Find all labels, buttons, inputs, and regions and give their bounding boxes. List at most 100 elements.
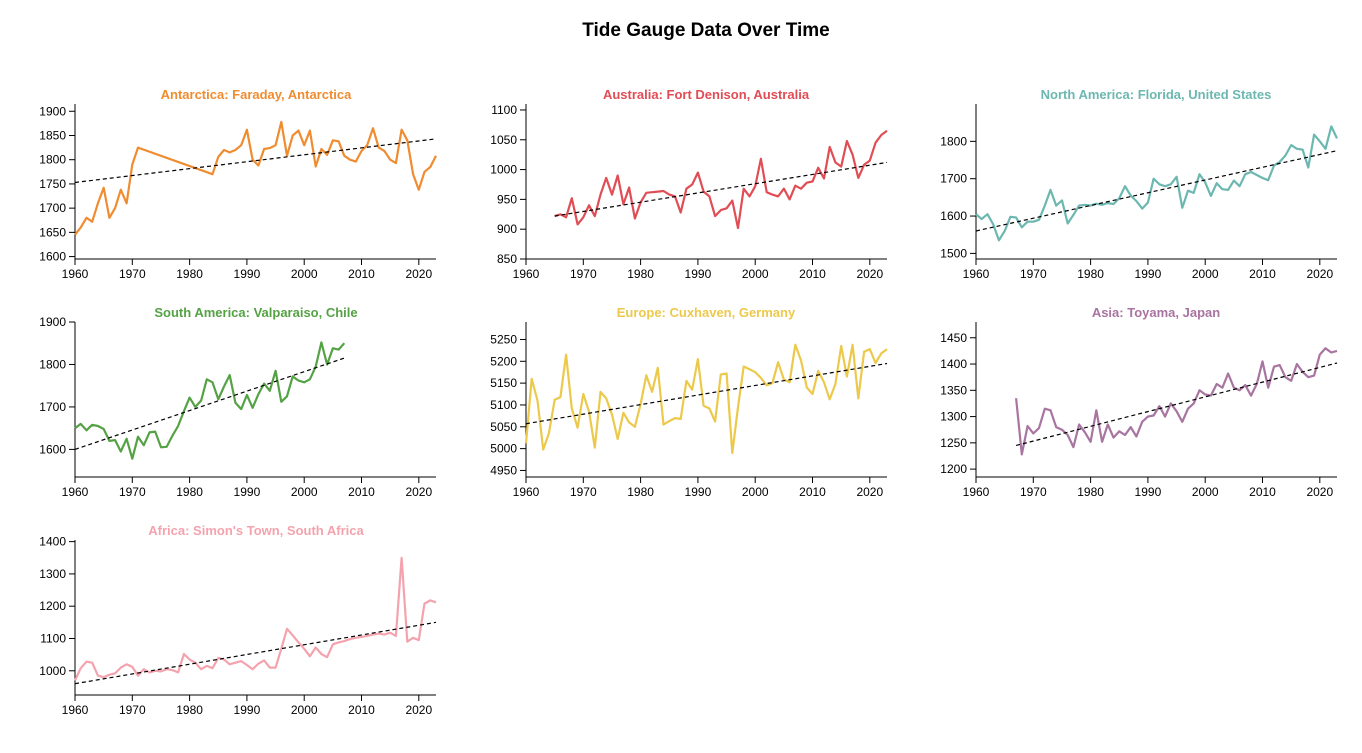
chart-panel-5: Asia: Toyama, Japan 1960 1970 1980 1990 2000 2…	[940, 305, 1338, 499]
x-tick-label: 2020	[1306, 485, 1333, 499]
y-tick-label: 1900	[39, 315, 66, 329]
y-tick-label: 1300	[940, 410, 967, 424]
x-tick-label: 2000	[1192, 267, 1219, 281]
y-tick-label: 1350	[940, 383, 967, 397]
trend-line	[554, 161, 888, 217]
y-tick-label: 1600	[39, 442, 66, 456]
y-tick-label: 1200	[940, 462, 967, 476]
y-tick-label: 1000	[490, 163, 517, 177]
x-tick-label: 2020	[405, 485, 432, 499]
x-tick-label: 1990	[234, 485, 261, 499]
chart-panel-0: Antarctica: Faraday, Antarctica 1960 1970 1…	[39, 87, 437, 281]
x-tick-label: 2020	[856, 485, 883, 499]
chart-title: Africa: Simon's Town, South Africa	[148, 523, 364, 538]
x-tick-label: 1990	[234, 267, 261, 281]
x-tick-label: 2000	[291, 267, 318, 281]
y-tick-label: 850	[497, 252, 517, 266]
x-tick-label: 2010	[799, 485, 826, 499]
trend-line	[1015, 362, 1338, 447]
x-tick-label: 1980	[627, 485, 654, 499]
y-tick-label: 1800	[39, 357, 66, 371]
x-tick-label: 2000	[291, 485, 318, 499]
page-title: Tide Gauge Data Over Time	[582, 20, 830, 41]
trend-line	[74, 621, 437, 685]
x-tick-label: 1970	[570, 267, 597, 281]
x-tick-label: 1970	[1020, 267, 1047, 281]
chart-title: Australia: Fort Denison, Australia	[603, 87, 810, 102]
series-line	[554, 129, 888, 230]
y-tick-label: 4950	[490, 463, 517, 477]
y-tick-label: 1650	[39, 225, 66, 239]
trend-line	[525, 362, 888, 425]
y-tick-label: 1300	[39, 567, 66, 581]
y-tick-label: 1750	[39, 177, 66, 191]
chart-title: South America: Valparaiso, Chile	[154, 305, 357, 320]
chart-panel-3: South America: Valparaiso, Chile 1960 1970…	[39, 305, 436, 499]
y-tick-label: 1400	[39, 535, 66, 549]
y-tick-label: 1200	[39, 599, 66, 613]
x-tick-label: 1990	[234, 703, 261, 717]
x-tick-label: 1980	[1077, 267, 1104, 281]
chart-title: Europe: Cuxhaven, Germany	[617, 305, 796, 320]
trend-line	[74, 357, 345, 450]
series-line	[74, 120, 437, 236]
chart-panel-4: Europe: Cuxhaven, Germany 1960 1970 1980 199…	[490, 305, 888, 499]
y-tick-label: 1700	[39, 400, 66, 414]
y-tick-label: 1600	[39, 250, 66, 264]
y-tick-label: 1900	[39, 104, 66, 118]
y-tick-label: 900	[497, 222, 517, 236]
x-tick-label: 2000	[742, 267, 769, 281]
y-tick-label: 1600	[940, 209, 967, 223]
trend-line	[975, 150, 1338, 232]
y-tick-label: 1400	[940, 357, 967, 371]
chart-title: Antarctica: Faraday, Antarctica	[161, 87, 353, 102]
series-line	[975, 125, 1338, 242]
y-tick-label: 1500	[940, 246, 967, 260]
x-tick-label: 2010	[1249, 267, 1276, 281]
chart-panel-1: Australia: Fort Denison, Australia 1960 19…	[490, 87, 888, 281]
y-tick-label: 1100	[491, 103, 517, 117]
y-tick-label: 1100	[40, 631, 66, 645]
y-tick-label: 1050	[490, 133, 517, 147]
x-tick-label: 2020	[856, 267, 883, 281]
x-tick-label: 1960	[62, 703, 89, 717]
x-tick-label: 1970	[1020, 485, 1047, 499]
x-tick-label: 1960	[513, 267, 540, 281]
y-tick-label: 1000	[39, 664, 66, 678]
x-tick-label: 2000	[742, 485, 769, 499]
x-tick-label: 1990	[685, 485, 712, 499]
x-tick-label: 1960	[62, 267, 89, 281]
x-tick-label: 2000	[291, 703, 318, 717]
x-tick-label: 2010	[1249, 485, 1276, 499]
series-line	[74, 556, 437, 681]
x-tick-label: 2020	[405, 267, 432, 281]
y-tick-label: 1800	[39, 153, 66, 167]
x-tick-label: 1990	[685, 267, 712, 281]
chart-panel-6: Africa: Simon's Town, South Africa 1960 19…	[39, 523, 437, 717]
x-tick-label: 1980	[176, 703, 203, 717]
y-tick-label: 5050	[490, 420, 517, 434]
x-tick-label: 1990	[1135, 267, 1162, 281]
x-tick-label: 2020	[405, 703, 432, 717]
x-tick-label: 1970	[119, 267, 146, 281]
series-line	[1015, 347, 1338, 456]
y-tick-label: 950	[497, 192, 517, 206]
x-tick-label: 2020	[1306, 267, 1333, 281]
chart-title: Asia: Toyama, Japan	[1092, 305, 1220, 320]
x-tick-label: 1960	[513, 485, 540, 499]
y-tick-label: 5000	[490, 442, 517, 456]
x-tick-label: 2010	[799, 267, 826, 281]
x-tick-label: 2000	[1192, 485, 1219, 499]
y-tick-label: 5150	[490, 376, 517, 390]
x-tick-label: 1960	[62, 485, 89, 499]
x-tick-label: 1960	[963, 267, 990, 281]
x-tick-label: 1980	[176, 485, 203, 499]
y-tick-label: 1450	[940, 331, 967, 345]
chart-title: North America: Florida, United States	[1041, 87, 1272, 102]
y-tick-label: 1700	[39, 201, 66, 215]
y-tick-label: 1800	[940, 134, 967, 148]
y-tick-label: 5200	[490, 354, 517, 368]
x-tick-label: 1980	[176, 267, 203, 281]
x-tick-label: 1970	[570, 485, 597, 499]
